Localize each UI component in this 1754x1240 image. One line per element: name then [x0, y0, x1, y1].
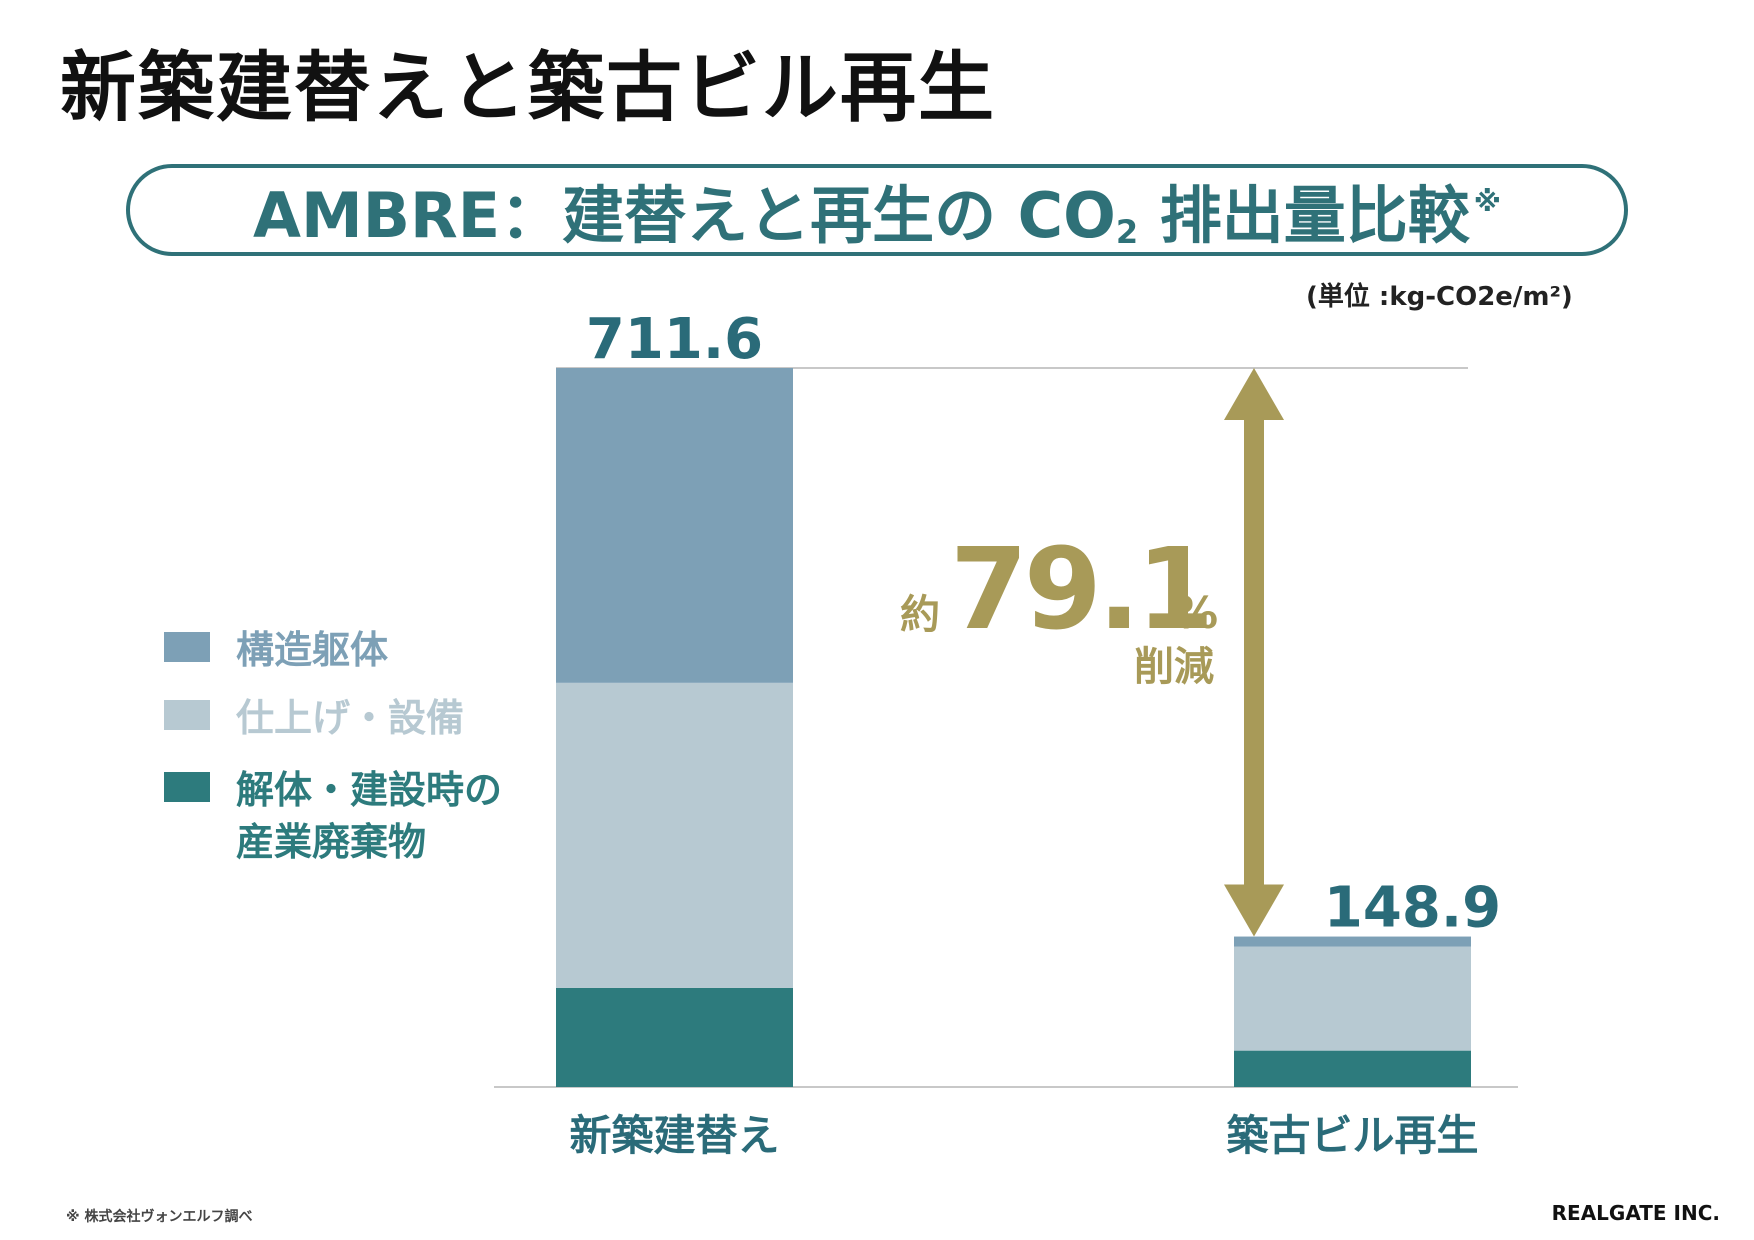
bar-segment-2-2: [1234, 946, 1471, 1051]
subtitle-subscript: 2: [1115, 213, 1139, 251]
category-label: 築古ビル再生: [1226, 1111, 1478, 1160]
page-title: 新築建替えと築古ビル再生: [60, 43, 996, 132]
bar-segment-2-3: [1234, 936, 1471, 947]
subtitle-note-mark: ※: [1473, 185, 1501, 218]
reduction-arrow-head-up: [1224, 368, 1284, 420]
bar-segment-2-1: [1234, 1050, 1471, 1087]
legend-swatch: [164, 700, 210, 730]
bar-total-label: 148.9: [1324, 876, 1501, 941]
reduction-arrow-head-down: [1224, 884, 1284, 937]
subtitle-text: AMBRE：建替えと再生の CO2 排出量比較 ※: [253, 165, 1501, 255]
reduction-value: 79.1: [950, 525, 1210, 655]
company-name: REALGATE INC.: [1551, 1201, 1720, 1225]
subtitle-banner: AMBRE：建替えと再生の CO2 排出量比較 ※: [126, 164, 1628, 256]
bar-segment-1-1: [556, 987, 793, 1087]
bar-segment-1-3: [556, 368, 793, 683]
reduction-unit: %: [1174, 588, 1218, 639]
unit-label: (単位 :kg-CO2e/m²): [1306, 282, 1573, 312]
bar-segment-1-2: [556, 682, 793, 988]
footnote: ※ 株式会社ヴォンエルフ調べ: [66, 1209, 253, 1225]
subtitle-main: AMBRE：建替えと再生の CO: [253, 179, 1116, 252]
legend-swatch: [164, 632, 210, 662]
legend-swatch: [164, 772, 210, 802]
reduction-prefix: 約: [900, 592, 940, 638]
subtitle-after: 排出量比較: [1138, 179, 1470, 252]
category-label: 新築建替え: [569, 1111, 779, 1160]
legend-label: 構造躯体: [236, 628, 389, 672]
legend-label: 解体・建設時の 産業廃棄物: [236, 768, 503, 864]
reduction-suffix: 削減: [1134, 644, 1214, 690]
bar-total-label: 711.6: [586, 307, 763, 372]
legend-label: 仕上げ・設備: [236, 696, 465, 740]
reduction-arrow-shaft: [1244, 418, 1264, 887]
